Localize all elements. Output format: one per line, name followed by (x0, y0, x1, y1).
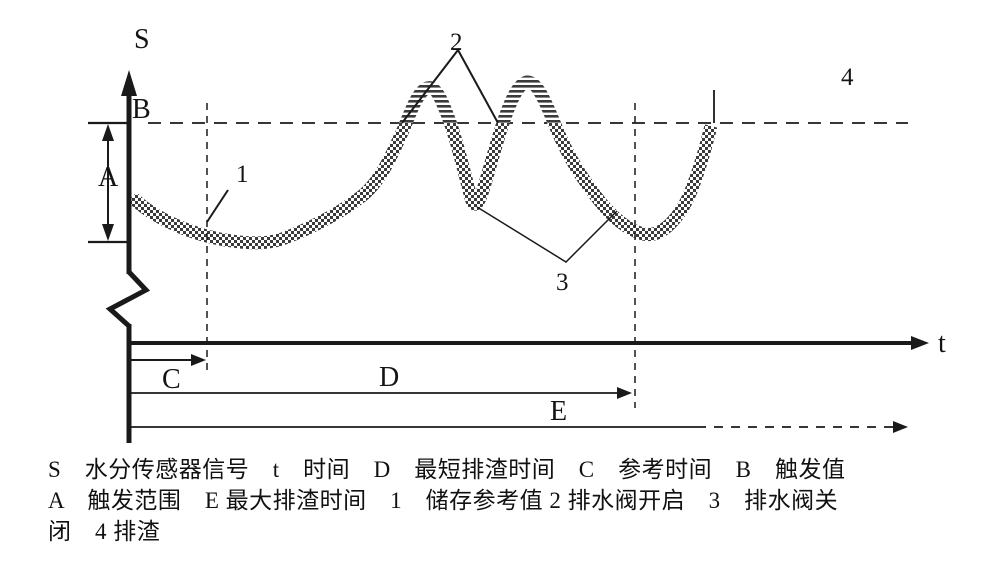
signal-axis-arrowhead (121, 70, 137, 96)
time-axis-arrowhead (911, 336, 929, 350)
trigger-level-label: B (132, 94, 151, 125)
reference-time-label: C (162, 364, 181, 395)
min-discharge-time-arrow (131, 387, 632, 399)
x-axis-label: t (938, 328, 946, 359)
caption-line-2: A 触发范围 E 最大排渣时间 1 储存参考值 2 排水阀开启 3 排水阀关 (48, 488, 839, 513)
axis-break-zigzag (105, 270, 151, 328)
sensor-signal-curve (127, 75, 718, 250)
marker2-pointer-lines (401, 48, 499, 124)
marker1-pointer-line (206, 189, 229, 223)
marker1-label: 1 (236, 161, 249, 188)
min-discharge-time-label: D (379, 362, 399, 393)
signal-time-diagram: S B A t C D E 1 2 3 4 (88, 24, 946, 443)
marker4-label: 4 (841, 64, 854, 91)
caption-line-3: 闭 4 排渣 (48, 519, 161, 544)
marker3-label: 3 (556, 269, 569, 296)
trigger-range-label: A (98, 162, 119, 193)
time-axis (127, 336, 929, 350)
signal-axis (105, 70, 151, 443)
max-discharge-time-label: E (550, 396, 567, 427)
y-axis-label: S (134, 24, 150, 55)
figure-caption: S 水分传感器信号 t 时间 D 最短排渣时间 C 参考时间 B 触发值 A 触… (48, 454, 958, 547)
max-discharge-time-arrow (131, 421, 908, 433)
marker3-pointer-lines (476, 206, 618, 263)
caption-line-1: S 水分传感器信号 t 时间 D 最短排渣时间 C 参考时间 B 触发值 (48, 457, 846, 482)
signal-band-below-trigger (127, 123, 718, 250)
trigger-range-marker (88, 121, 127, 244)
reference-time-arrow (131, 354, 206, 366)
marker2-label: 2 (450, 29, 463, 56)
